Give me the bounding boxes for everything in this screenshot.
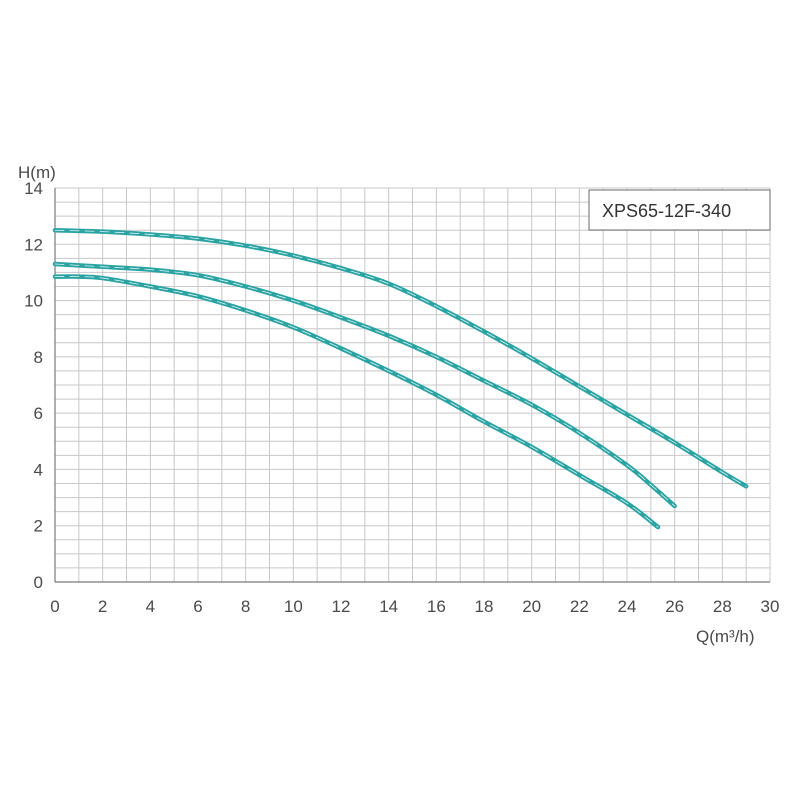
series-line-highlight-2 [54,263,676,507]
y-tick-label: 8 [34,348,43,367]
x-tick-label: 20 [522,597,541,616]
y-tick-label: 12 [24,235,43,254]
y-tick-label: 14 [24,179,43,198]
x-axis-label: Q(m³/h) [696,627,755,646]
series-line-highlight-3 [54,276,659,528]
x-tick-label: 6 [193,597,202,616]
y-tick-label: 0 [34,573,43,592]
series-line-3 [52,274,661,530]
x-tick-label: 0 [50,597,59,616]
x-tick-label: 26 [665,597,684,616]
series-group [52,227,749,530]
x-tick-label: 2 [98,597,107,616]
x-tick-label: 14 [379,597,398,616]
x-tick-label: 24 [618,597,637,616]
x-tick-label: 28 [713,597,732,616]
legend-label: XPS65-12F-340 [602,201,731,221]
x-tick-label: 4 [146,597,155,616]
x-tick-label: 22 [570,597,589,616]
y-tick-label: 10 [24,292,43,311]
y-tick-label: 4 [34,460,43,479]
y-axis-label: H(m) [18,163,56,182]
x-tick-label: 30 [761,597,780,616]
legend-box [588,189,771,231]
series-line-highlight-1 [54,229,747,487]
x-tick-label: 18 [475,597,494,616]
x-tick-label: 10 [284,597,303,616]
y-tick-label: 6 [34,404,43,423]
x-tick-label: 16 [427,597,446,616]
x-tick-label: 12 [332,597,351,616]
x-tick-label: 8 [241,597,250,616]
axes [54,188,770,583]
legend: XPS65-12F-340 [588,189,771,231]
y-tick-label: 2 [34,517,43,536]
